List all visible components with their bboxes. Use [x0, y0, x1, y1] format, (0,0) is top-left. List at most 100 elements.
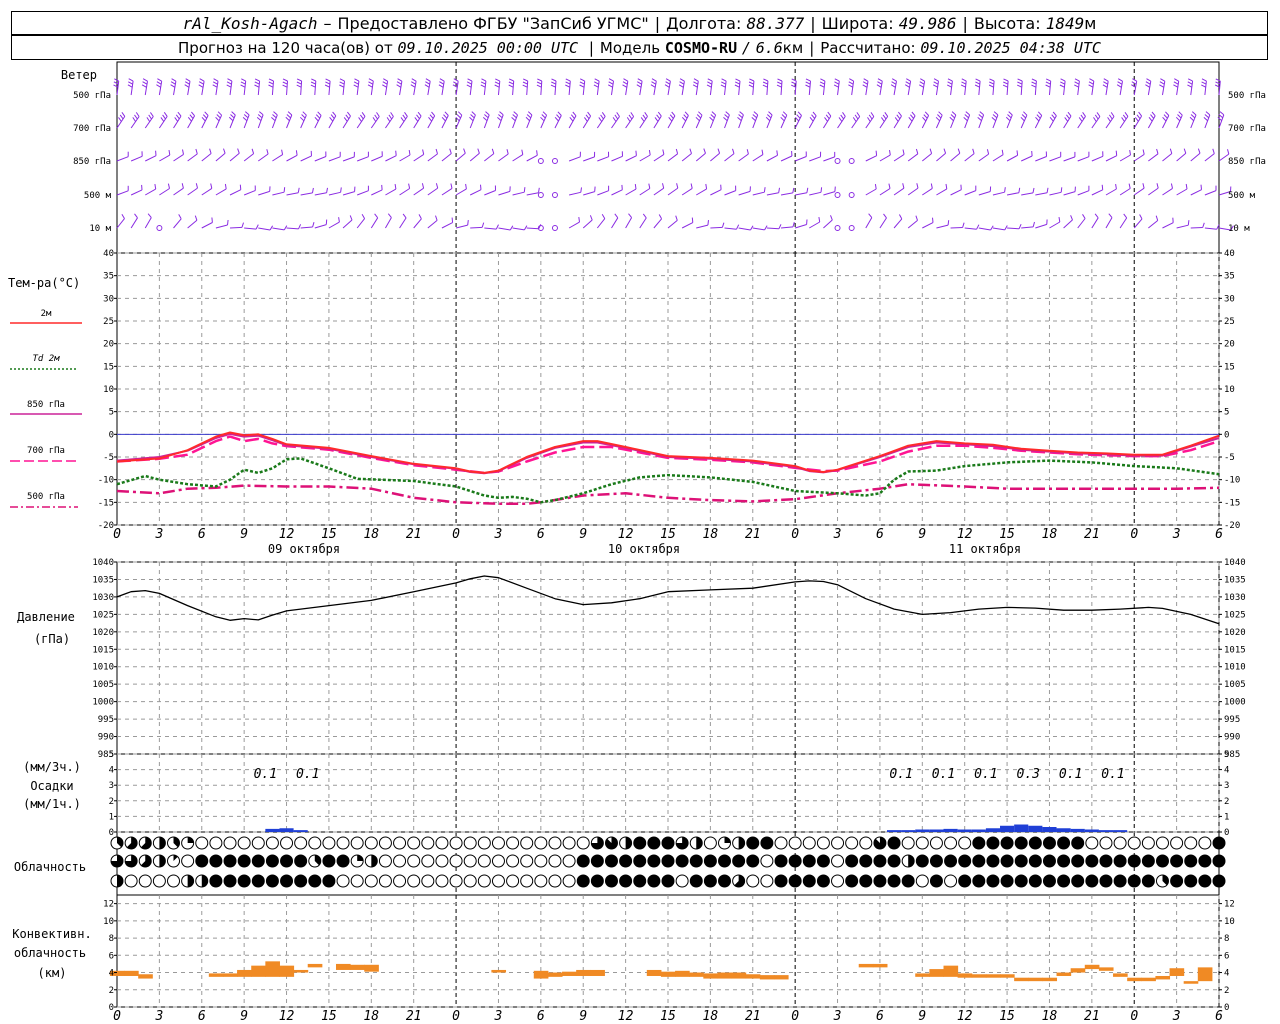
wind-barb [1035, 187, 1049, 196]
wind-barb [243, 148, 255, 162]
wind-barb-feather [1128, 183, 1131, 189]
cloud-cover-symbol [548, 854, 562, 868]
wind-barb-shaft [780, 192, 793, 196]
wind-barb-feather [705, 183, 708, 189]
wind-barb-shaft [992, 114, 999, 129]
cloud-cover-symbol [958, 874, 972, 888]
cloud-circle [350, 836, 364, 850]
wind-barb-feather [1074, 84, 1079, 88]
wind-barb [113, 78, 120, 96]
legend-label-td2m: Td 2м [32, 354, 60, 364]
wind-barb-feather [929, 148, 933, 154]
pressure-series [116, 575, 1220, 625]
wind-barb [851, 112, 861, 129]
wind-barb [198, 78, 205, 96]
wind-barb-shaft [130, 155, 143, 162]
wind-barb-shaft [1091, 116, 1101, 129]
wind-barb-shaft [1034, 115, 1043, 129]
wind-barb-shaft [978, 153, 989, 162]
cloud-fill [1001, 875, 1014, 887]
wind-barb-feather [482, 117, 488, 122]
cloud-cover-symbol [167, 874, 181, 888]
wind-barb-feather [1067, 111, 1072, 117]
wind-barb-shaft [413, 153, 424, 162]
wind-barb [469, 111, 476, 129]
wind-barb-feather [1060, 78, 1066, 82]
wind-barb-shaft [342, 156, 355, 162]
cloud-cover-symbol [237, 854, 251, 868]
cloud-circle [491, 836, 505, 850]
wind-barb-shaft [201, 81, 205, 96]
wind-barb-shaft [922, 222, 934, 229]
wind-barb [328, 187, 342, 196]
hour-tick-label: 15 [660, 1009, 676, 1024]
wind-barb [371, 184, 383, 196]
wind-barb-feather [251, 148, 255, 154]
conv-title-3: (км) [38, 966, 67, 980]
cloud-cover-symbols [110, 836, 1226, 888]
wind-barb [809, 217, 821, 229]
wind-barb [639, 150, 651, 162]
wind-barb [229, 148, 240, 162]
wind-barb [1133, 149, 1145, 162]
wind-barb-feather [724, 114, 729, 119]
calc-label: Рассчитано: [820, 38, 916, 57]
cloud-cover-symbol [619, 854, 633, 868]
wind-barb-feather [739, 111, 744, 116]
cloud-fill [1071, 837, 1084, 849]
cloud-cover-symbol [167, 854, 181, 868]
wind-barb-feather [989, 81, 995, 85]
wind-barb-feather [149, 112, 154, 117]
wind-barb-feather [990, 225, 994, 231]
wind-barb-feather [910, 114, 914, 119]
wind-barb-feather [979, 111, 984, 116]
wind-barb-shaft [583, 156, 595, 162]
wind-barb [286, 224, 302, 230]
wind-barb-feather [495, 78, 501, 82]
wind-barb-feather [254, 84, 260, 88]
wind-barb-feather [536, 150, 538, 156]
cloud-circle [831, 874, 845, 888]
wind-barb-shaft [695, 114, 703, 129]
wind-barb-feather [794, 116, 800, 122]
wind-barb-feather [721, 81, 726, 85]
wind-barb-feather [132, 117, 137, 122]
wind-barb-feather [497, 117, 502, 121]
wind-barb-shaft [639, 81, 643, 96]
cloud-cover-symbol [251, 836, 265, 850]
wind-barb-shaft [187, 81, 191, 96]
wind-barb-shaft [568, 221, 580, 229]
wind-frame [116, 61, 1220, 254]
precip-tick-label: 4 [1224, 766, 1229, 776]
cloud-fill [195, 855, 208, 867]
convective-bar [1183, 981, 1199, 984]
wind-barb [226, 78, 233, 96]
wind-barb [706, 78, 713, 96]
wind-barb-feather [693, 81, 699, 85]
wind-barb-feather [933, 81, 939, 85]
convective-cloud-bars [109, 961, 1213, 984]
wind-barb [1204, 224, 1220, 230]
wind-barb-feather [721, 78, 727, 82]
wind-barb-feather [295, 150, 298, 156]
cloud-fill [314, 855, 321, 866]
wind-barb-feather [1123, 213, 1128, 219]
wind-barb-feather [439, 78, 445, 82]
wind-barb-feather [911, 111, 916, 117]
wind-barb-feather [1017, 78, 1023, 82]
wind-barb-shaft [1161, 81, 1166, 96]
wind-barb-feather [1107, 117, 1111, 122]
wind-barb [653, 214, 663, 229]
wind-barb [427, 111, 436, 129]
cloud-circle [1141, 836, 1155, 850]
wind-barb [512, 225, 528, 231]
wind-barb-feather [400, 117, 405, 122]
wind-barb-feather [339, 78, 345, 82]
wind-barb-feather [1036, 114, 1041, 119]
wind-barb-shaft [1105, 188, 1117, 196]
wind-barb [1006, 150, 1019, 162]
cloud-fill [760, 837, 773, 849]
wind-barb [833, 78, 840, 96]
wind-barb-feather [390, 112, 394, 117]
wind-barb-feather [402, 213, 407, 219]
